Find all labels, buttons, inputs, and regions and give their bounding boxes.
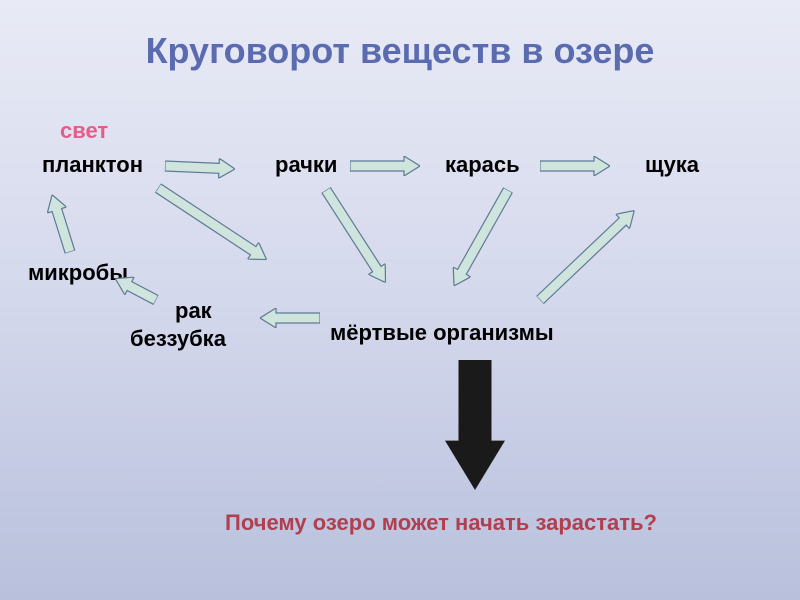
node-shuka: щука bbox=[645, 152, 699, 178]
arrow-6 bbox=[152, 180, 272, 268]
arrow-1 bbox=[350, 156, 420, 176]
node-mertvye: мёртвые организмы bbox=[330, 320, 554, 346]
big-down-arrow bbox=[445, 360, 505, 495]
node-karas: карась bbox=[445, 152, 520, 178]
arrow-4 bbox=[111, 270, 161, 309]
node-rak: рак bbox=[175, 298, 212, 324]
node-bezzubka: беззубка bbox=[130, 326, 226, 352]
arrow-5 bbox=[43, 192, 80, 255]
arrow-9 bbox=[533, 203, 641, 307]
arrow-3 bbox=[260, 308, 320, 328]
arrow-2 bbox=[540, 156, 610, 176]
node-svet: свет bbox=[60, 118, 108, 144]
node-rachki: рачки bbox=[275, 152, 337, 178]
arrow-8 bbox=[445, 185, 516, 291]
node-plankton: планктон bbox=[42, 152, 143, 178]
arrow-0 bbox=[165, 156, 236, 179]
page-title: Круговорот веществ в озере bbox=[0, 30, 800, 72]
arrow-7 bbox=[318, 185, 394, 288]
question-text: Почему озеро может начать зарастать? bbox=[225, 510, 657, 536]
